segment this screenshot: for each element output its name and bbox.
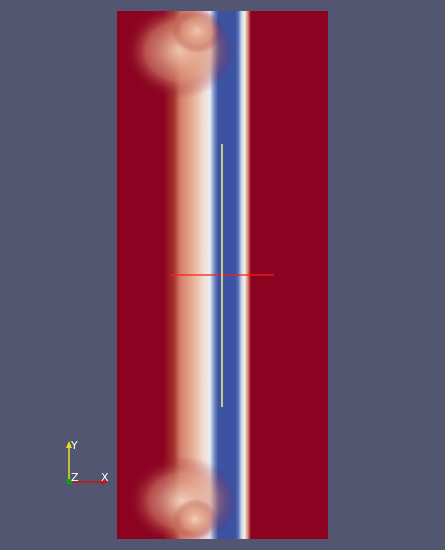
x-axis-arrow bbox=[69, 479, 108, 485]
z-axis-label: Z bbox=[71, 471, 79, 484]
y-axis-arrow bbox=[66, 441, 72, 482]
orientation-axes-widget: Y Z X bbox=[66, 439, 109, 485]
z-axis-marker bbox=[67, 479, 72, 484]
field-blob-bottom-right bbox=[173, 499, 217, 539]
field-blob-top-right bbox=[172, 11, 222, 53]
y-axis-label: Y bbox=[70, 439, 78, 452]
x-axis-label: X bbox=[101, 471, 109, 484]
slice-render[interactable] bbox=[117, 11, 328, 539]
